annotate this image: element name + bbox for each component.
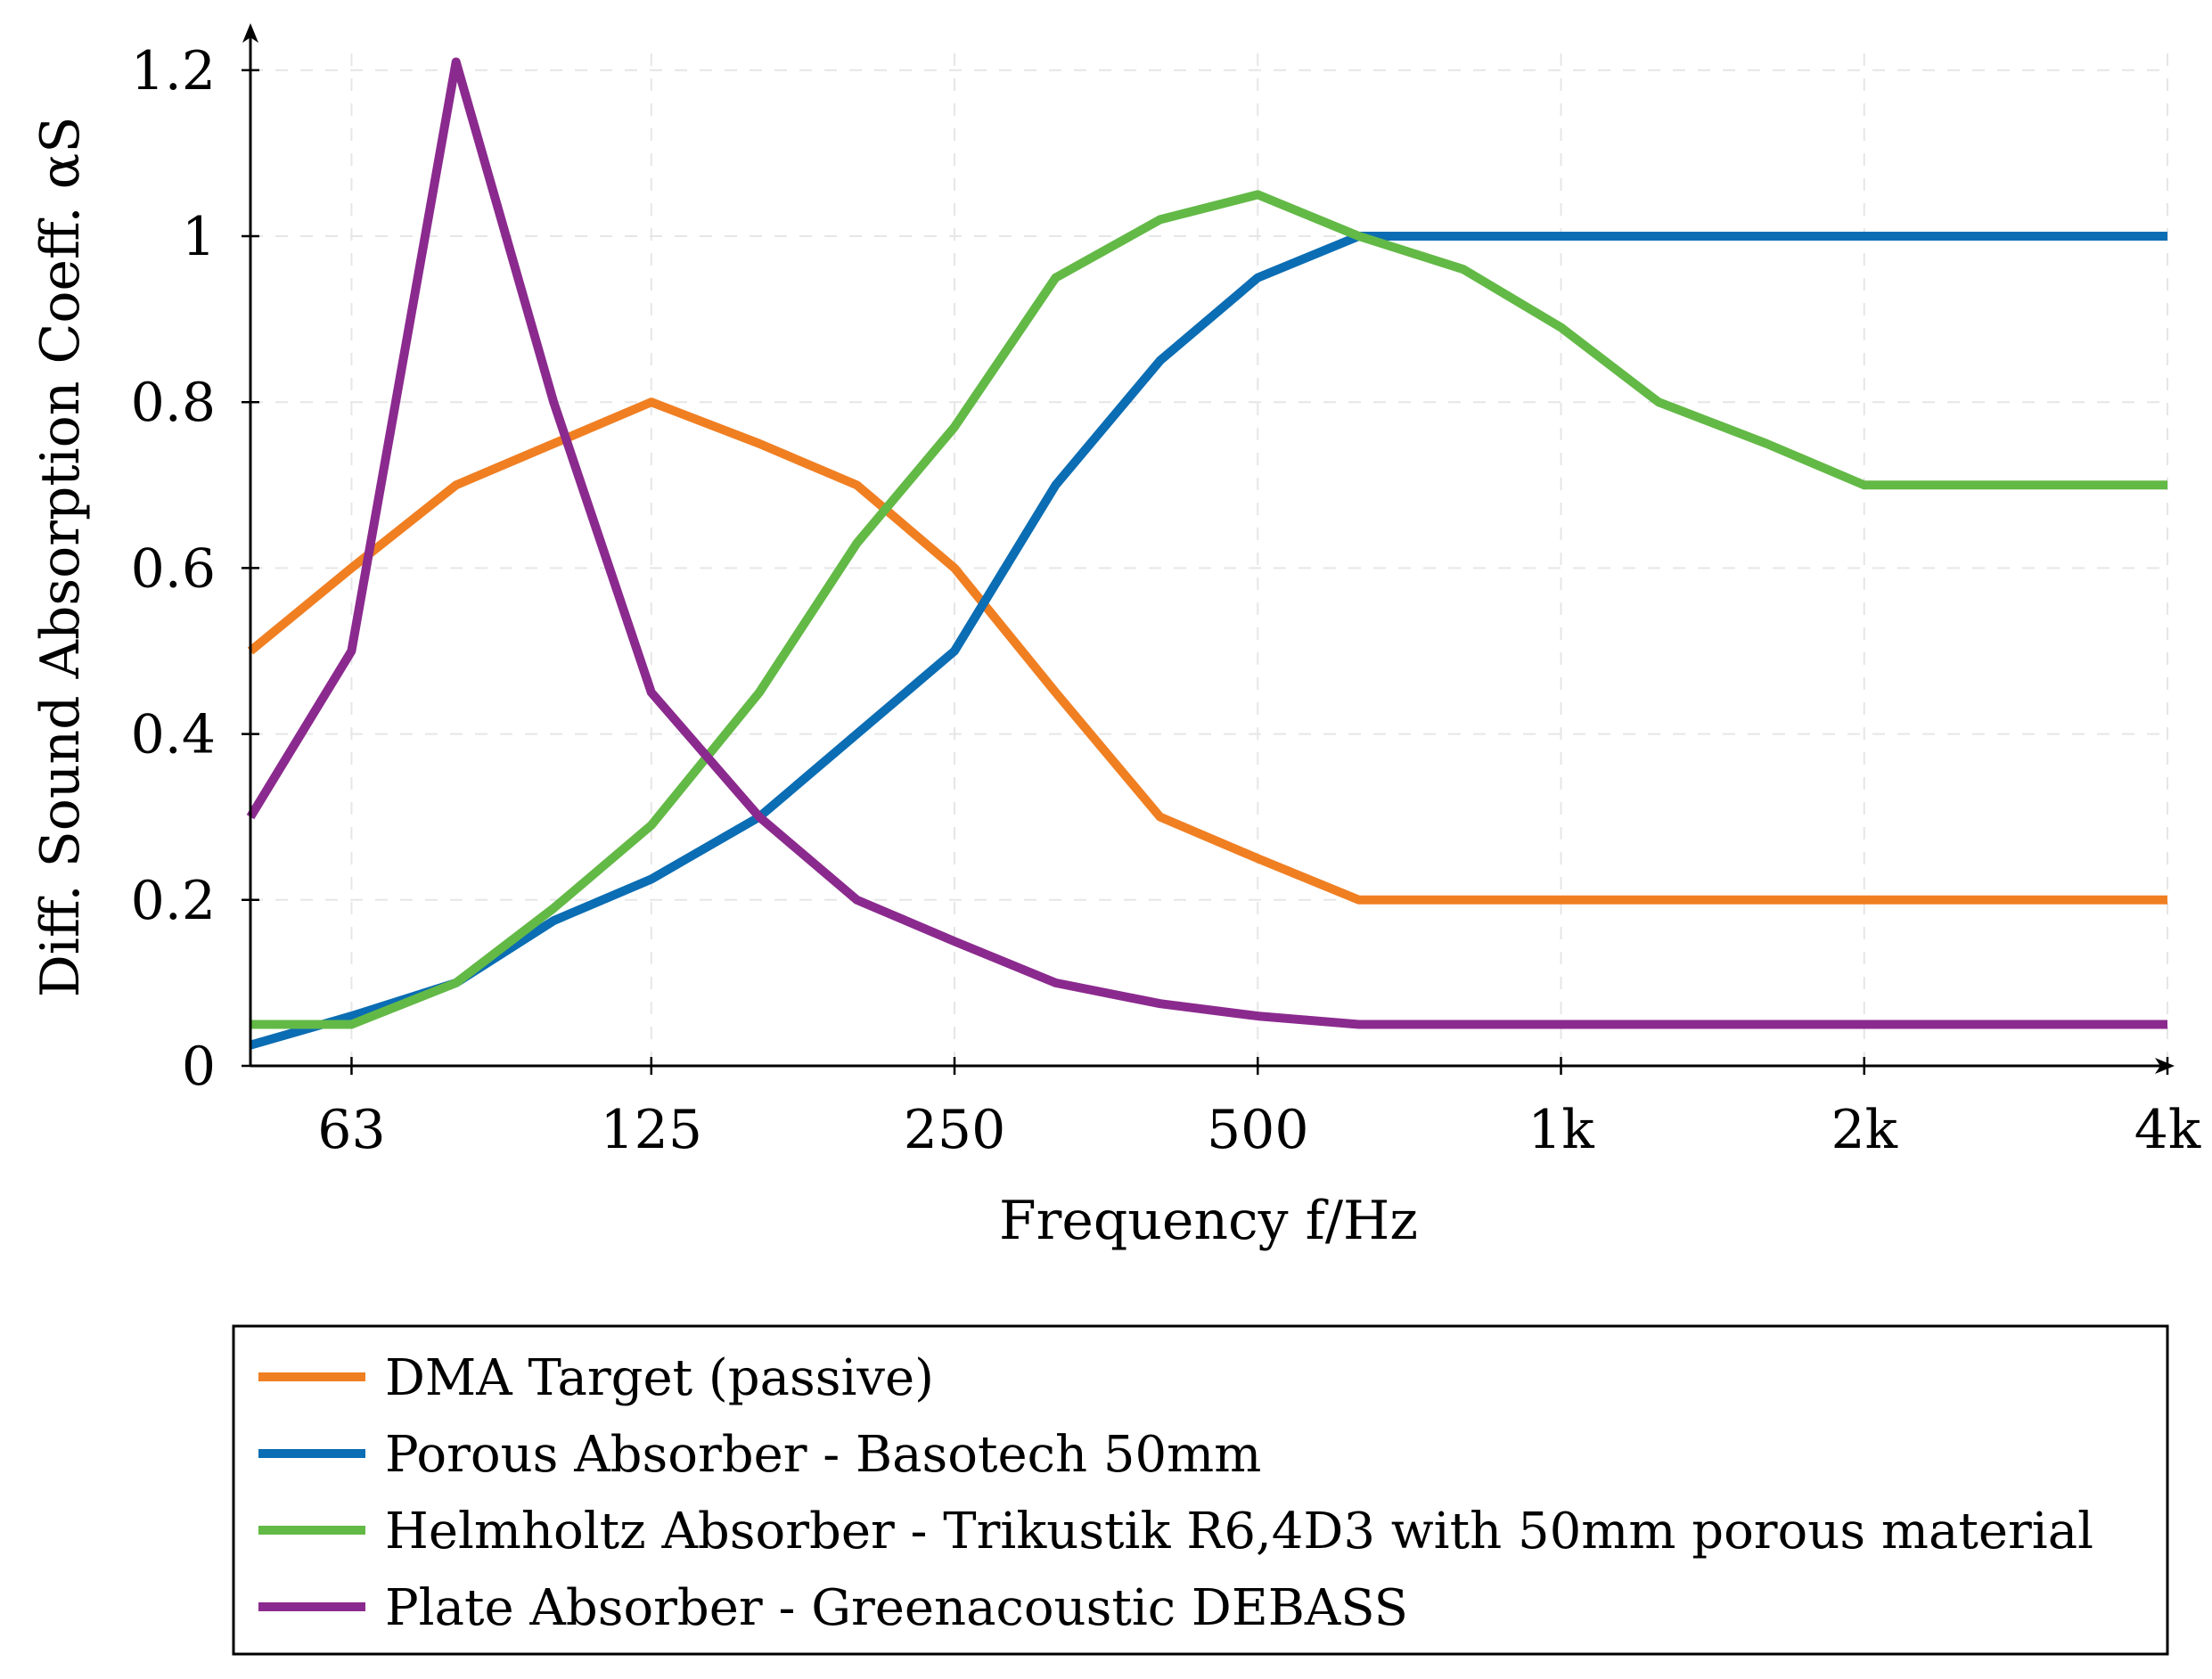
series-group (246, 57, 2167, 1050)
legend-box (232, 1324, 2169, 1656)
x-tick-label: 2k (1831, 1099, 1897, 1161)
legend-label-1: DMA Target (passive) (385, 1349, 934, 1407)
x-tick-label: 500 (1207, 1099, 1309, 1161)
y-axis-arrow (242, 23, 258, 43)
series-line-1 (247, 397, 2167, 905)
x-tick-label: 1k (1528, 1099, 1594, 1161)
y-tick-label: 1.2 (131, 40, 216, 102)
series-line-3 (250, 190, 2167, 1029)
y-tick-label: 0.6 (131, 537, 216, 600)
y-tick-label: 0 (182, 1036, 216, 1098)
y-tick-label: 0.2 (131, 870, 216, 932)
legend-label-4: Plate Absorber - Greenacoustic DEBASS (385, 1579, 1408, 1637)
x-axis-title: Frequency f/Hz (999, 1190, 1418, 1252)
series-line-2 (249, 232, 2167, 1050)
x-tick-label: 4k (2134, 1099, 2201, 1161)
axes (242, 23, 2175, 1074)
y-tick-label: 0.8 (131, 372, 216, 434)
x-tick-label: 125 (601, 1099, 703, 1161)
ticks: 63 125 250 500 1k 2k 4k 0 0.2 0.4 0.6 0.8 1 1.2 (131, 40, 2201, 1161)
x-axis-arrow (2155, 1058, 2175, 1074)
legend-label-3: Helmholtz Absorber - Trikustik R6,4D3 wi… (385, 1503, 2093, 1560)
legend: DMA Target (passive) Porous Absorber - Ba… (232, 1324, 2169, 1656)
series-line-4 (246, 57, 2167, 1029)
y-tick-label: 1 (182, 206, 216, 268)
y-tick-label: 0.4 (131, 704, 216, 766)
y-axis-title: Diff. Sound Absorption Coeff. αS (29, 117, 92, 998)
x-tick-label: 63 (317, 1099, 385, 1161)
legend-label-2: Porous Absorber - Basotech 50mm (385, 1426, 1261, 1484)
x-tick-label: 250 (904, 1099, 1006, 1161)
